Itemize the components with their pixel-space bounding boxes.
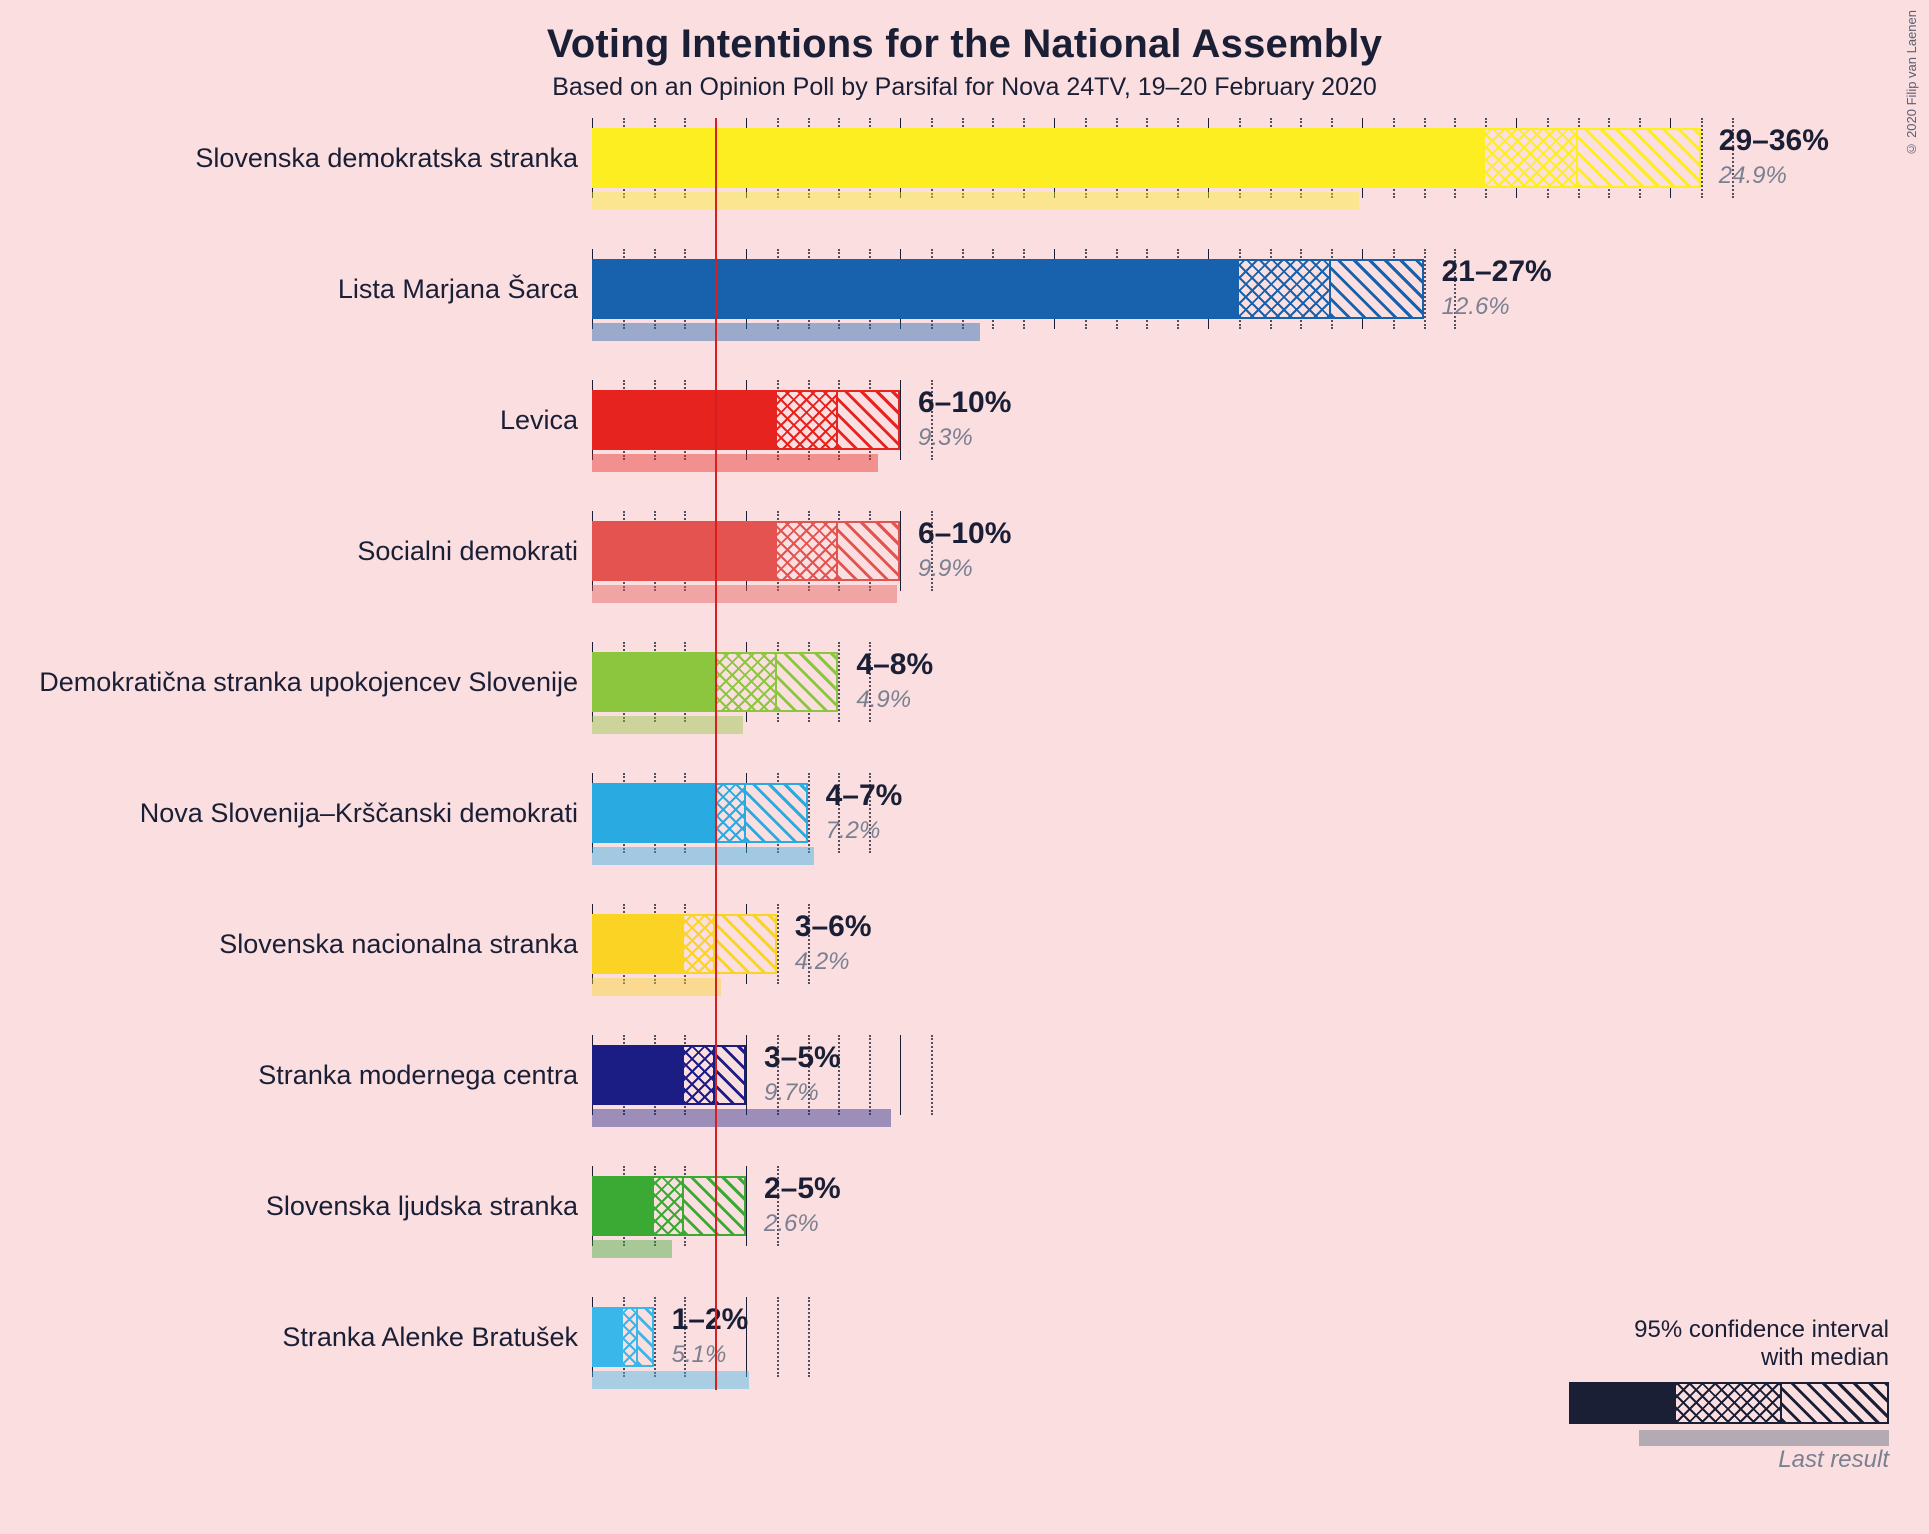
bar-chart: Slovenska demokratska stranka29–36%24.9%… xyxy=(0,118,1929,1428)
ci-bar-low xyxy=(592,652,715,712)
bar-area: 3–5% 9.7% xyxy=(592,1035,1792,1166)
party-label: Slovenska demokratska stranka xyxy=(18,118,578,198)
prev-result-bar xyxy=(592,716,743,734)
prev-result-bar xyxy=(592,1109,891,1127)
bar-area: 4–8% 4.9% xyxy=(592,642,1792,773)
prev-label: 9.3% xyxy=(918,424,973,452)
ci-bar-mid xyxy=(715,652,777,712)
ci-bar-high xyxy=(1331,259,1423,319)
range-label: 4–8% xyxy=(856,648,933,682)
prev-label: 5.1% xyxy=(672,1341,727,1369)
ci-bar-mid xyxy=(684,1045,715,1105)
bar-area: 3–6% 4.2% xyxy=(592,904,1792,1035)
ci-bar-mid xyxy=(777,521,839,581)
ci-bar-high xyxy=(746,783,808,843)
prev-result-bar xyxy=(592,585,897,603)
party-label: Stranka modernega centra xyxy=(18,1035,578,1115)
bar-area: 6–10% 9.9% xyxy=(592,511,1792,642)
range-label: 6–10% xyxy=(918,517,1011,551)
range-label: 4–7% xyxy=(826,779,903,813)
range-label: 3–6% xyxy=(795,910,872,944)
ci-bar-low xyxy=(592,1307,623,1367)
prev-label: 12.6% xyxy=(1442,293,1510,321)
ci-bar-low xyxy=(592,1045,684,1105)
legend-prev-swatch xyxy=(1639,1430,1889,1446)
ci-bar-high xyxy=(1578,128,1701,188)
ci-bar-low xyxy=(592,1176,654,1236)
chart-row: Socialni demokrati 6–10% 9.9% xyxy=(0,511,1929,642)
range-label: 1–2% xyxy=(672,1303,749,1337)
ci-bar-mid xyxy=(777,390,839,450)
ci-bar-mid xyxy=(1485,128,1577,188)
ci-bar-high xyxy=(777,652,839,712)
ci-bar-low xyxy=(592,259,1239,319)
party-label: Demokratična stranka upokojencev Sloveni… xyxy=(18,642,578,722)
prev-label: 9.9% xyxy=(918,555,973,583)
ci-bar-high xyxy=(715,1045,746,1105)
bar-area: 29–36%24.9% xyxy=(592,118,1792,249)
chart-title: Voting Intentions for the National Assem… xyxy=(0,0,1929,67)
prev-label: 24.9% xyxy=(1719,162,1787,190)
prev-result-bar xyxy=(592,847,814,865)
ci-bar-mid xyxy=(684,914,715,974)
chart-row: Slovenska ljudska stranka 2–5% 2.6% xyxy=(0,1166,1929,1297)
chart-row: Lista Marjana Šarca 21–27% 12.6% xyxy=(0,249,1929,380)
ci-bar-mid xyxy=(1239,259,1331,319)
chart-row: Nova Slovenija–Krščanski demokrati 4–7% 7.… xyxy=(0,773,1929,904)
ci-bar-high xyxy=(838,521,900,581)
ci-bar-mid xyxy=(715,783,746,843)
chart-row: Slovenska demokratska stranka29–36%24.9% xyxy=(0,118,1929,249)
legend-ci-line1: 95% confidence interval xyxy=(1569,1316,1889,1344)
legend-ci-line2: with median xyxy=(1569,1344,1889,1372)
party-label: Nova Slovenija–Krščanski demokrati xyxy=(18,773,578,853)
range-label: 29–36% xyxy=(1719,124,1829,158)
chart-row: Levica 6–10% 9.3% xyxy=(0,380,1929,511)
chart-row: Demokratična stranka upokojencev Sloveni… xyxy=(0,642,1929,773)
chart-subtitle: Based on an Opinion Poll by Parsifal for… xyxy=(0,73,1929,102)
bar-area: 4–7% 7.2% xyxy=(592,773,1792,904)
prev-result-bar xyxy=(592,192,1359,210)
legend-ci-swatch xyxy=(1569,1382,1889,1424)
legend-prev-label: Last result xyxy=(1569,1446,1889,1474)
ci-bar-low xyxy=(592,128,1485,188)
range-label: 21–27% xyxy=(1442,255,1552,289)
party-label: Levica xyxy=(18,380,578,460)
chart-row: Stranka modernega centra 3–5% 9.7% xyxy=(0,1035,1929,1166)
ci-bar-mid xyxy=(623,1307,638,1367)
range-label: 3–5% xyxy=(764,1041,841,1075)
prev-label: 9.7% xyxy=(764,1079,819,1107)
chart-row: Slovenska nacionalna stranka 3–6% 4.2% xyxy=(0,904,1929,1035)
party-label: Slovenska nacionalna stranka xyxy=(18,904,578,984)
prev-result-bar xyxy=(592,1371,749,1389)
ci-bar-low xyxy=(592,914,684,974)
prev-result-bar xyxy=(592,1240,672,1258)
ci-bar-low xyxy=(592,521,777,581)
ci-bar-mid xyxy=(654,1176,685,1236)
bar-area: 2–5% 2.6% xyxy=(592,1166,1792,1297)
prev-result-bar xyxy=(592,978,721,996)
ci-bar-high xyxy=(838,390,900,450)
prev-label: 7.2% xyxy=(826,817,881,845)
bar-area: 21–27% 12.6% xyxy=(592,249,1792,380)
prev-label: 4.2% xyxy=(795,948,850,976)
prev-label: 2.6% xyxy=(764,1210,819,1238)
prev-result-bar xyxy=(592,454,878,472)
ci-bar-high xyxy=(638,1307,653,1367)
party-label: Socialni demokrati xyxy=(18,511,578,591)
bar-area: 6–10% 9.3% xyxy=(592,380,1792,511)
range-label: 2–5% xyxy=(764,1172,841,1206)
legend: 95% confidence interval with median Last… xyxy=(1569,1316,1889,1474)
threshold-line xyxy=(715,118,717,1390)
prev-label: 4.9% xyxy=(856,686,911,714)
party-label: Lista Marjana Šarca xyxy=(18,249,578,329)
party-label: Slovenska ljudska stranka xyxy=(18,1166,578,1246)
range-label: 6–10% xyxy=(918,386,1011,420)
party-label: Stranka Alenke Bratušek xyxy=(18,1297,578,1377)
ci-bar-high xyxy=(715,914,777,974)
ci-bar-low xyxy=(592,783,715,843)
ci-bar-low xyxy=(592,390,777,450)
prev-result-bar xyxy=(592,323,980,341)
